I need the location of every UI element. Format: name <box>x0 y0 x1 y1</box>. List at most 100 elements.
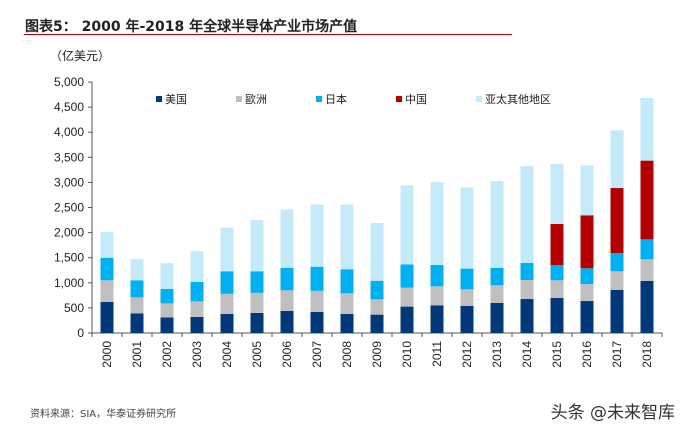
bar-segment-2010 <box>400 306 414 333</box>
y-tick-label: 500 <box>64 301 84 315</box>
bar-segment-2005 <box>250 220 264 272</box>
bar-segment-2012 <box>460 305 474 333</box>
bar-segment-2016 <box>580 284 594 302</box>
bar-segment-2016 <box>580 165 594 216</box>
bar-segment-2008 <box>340 313 354 333</box>
bar-segment-2015 <box>550 298 564 333</box>
legend-label: 中国 <box>405 93 427 106</box>
x-tick-label: 2008 <box>340 341 354 368</box>
bar-segment-2016 <box>580 215 594 269</box>
bar-segment-2009 <box>370 280 384 300</box>
bar-segment-2000 <box>100 232 114 258</box>
bar-segment-2012 <box>460 187 474 269</box>
y-tick-label: 4,000 <box>54 125 84 139</box>
bar-segment-2018 <box>640 160 654 240</box>
x-tick-label: 2003 <box>190 341 204 368</box>
bar-segment-2008 <box>340 269 354 294</box>
bar-segment-2018 <box>640 259 654 281</box>
bar-segment-2014 <box>520 279 534 300</box>
y-tick-label: 1,000 <box>54 276 84 290</box>
bar-segment-2009 <box>370 299 384 315</box>
bar-segment-2005 <box>250 312 264 333</box>
y-tick-label: 5,000 <box>54 75 84 89</box>
bar-segment-2007 <box>310 290 324 312</box>
bar-segment-2002 <box>160 263 174 289</box>
bar-segment-2017 <box>610 130 624 189</box>
bar-segment-2009 <box>370 314 384 333</box>
bar-segment-2002 <box>160 317 174 333</box>
legend-label: 美国 <box>165 93 187 106</box>
bar-segment-2010 <box>400 185 414 265</box>
legend-label: 歐洲 <box>245 92 267 106</box>
bar-segment-2017 <box>610 252 624 272</box>
bar-segment-2015 <box>550 164 564 225</box>
y-axis-label: （亿美元） <box>50 48 110 63</box>
bar-segment-2018 <box>640 98 654 161</box>
x-tick-label: 2000 <box>100 341 114 368</box>
bar-segment-2014 <box>520 165 534 264</box>
legend-swatch <box>236 96 242 102</box>
legend-label: 日本 <box>325 92 347 106</box>
y-tick-label: 1,500 <box>54 251 84 265</box>
bar-segment-2001 <box>130 313 144 333</box>
y-tick-label: 0 <box>77 326 84 340</box>
legend-swatch <box>156 96 162 102</box>
bar-segment-2008 <box>340 293 354 314</box>
bar-segment-2011 <box>430 181 444 265</box>
bar-segment-2005 <box>250 292 264 313</box>
bar-segment-2000 <box>100 301 114 333</box>
x-tick-label: 2002 <box>160 341 174 368</box>
bar-segment-2018 <box>640 239 654 260</box>
bar-segment-2001 <box>130 297 144 314</box>
bar-segment-2006 <box>280 267 294 291</box>
x-tick-label: 2016 <box>580 341 594 368</box>
bar-segment-2007 <box>310 204 324 267</box>
bar-segment-2000 <box>100 280 114 302</box>
bar-segment-2013 <box>490 285 504 303</box>
bar-segment-2001 <box>130 259 144 281</box>
legend-swatch <box>476 96 482 102</box>
bar-segment-2011 <box>430 264 444 287</box>
bar-segment-2015 <box>550 265 564 281</box>
bar-segment-2014 <box>520 263 534 280</box>
bar-segment-2017 <box>610 188 624 253</box>
x-tick-label: 2009 <box>370 341 384 368</box>
x-tick-label: 2005 <box>250 341 264 368</box>
bar-segment-2014 <box>520 299 534 333</box>
bar-segment-2001 <box>130 280 144 298</box>
bar-segment-2015 <box>550 280 564 299</box>
y-tick-label: 4,500 <box>54 100 84 114</box>
bar-segment-2004 <box>220 293 234 314</box>
legend-swatch <box>396 96 402 102</box>
bar-segment-2005 <box>250 271 264 293</box>
bar-segment-2018 <box>640 280 654 333</box>
bar-segment-2008 <box>340 204 354 270</box>
bar-segment-2004 <box>220 271 234 294</box>
bar-segment-2000 <box>100 257 114 281</box>
bar-segment-2016 <box>580 301 594 333</box>
bar-segment-2013 <box>490 302 504 333</box>
bar-segment-2003 <box>190 316 204 333</box>
watermark: 头条 @未来智库 <box>550 403 675 423</box>
legend-swatch <box>316 96 322 102</box>
bar-segment-2013 <box>490 180 504 268</box>
bar-segment-2003 <box>190 301 204 317</box>
y-tick-label: 2,000 <box>54 226 84 240</box>
bar-segment-2011 <box>430 286 444 306</box>
bar-segment-2003 <box>190 281 204 302</box>
x-tick-label: 2001 <box>130 341 144 368</box>
x-tick-label: 2004 <box>220 341 234 368</box>
bar-segment-2013 <box>490 267 504 286</box>
bar-segment-2003 <box>190 251 204 282</box>
x-tick-label: 2011 <box>430 341 444 367</box>
bar-segment-2006 <box>280 290 294 311</box>
bar-segment-2002 <box>160 303 174 318</box>
bar-segment-2002 <box>160 288 174 304</box>
x-tick-label: 2018 <box>640 341 654 368</box>
figure-title: 图表5： 2000 年-2018 年全球半导体产业市场产值 <box>25 19 358 35</box>
bar-segment-2016 <box>580 268 594 285</box>
x-tick-label: 2012 <box>460 341 474 368</box>
x-tick-label: 2007 <box>310 341 324 368</box>
source-note: 资料来源：SIA，华泰证券研究所 <box>30 409 177 420</box>
y-tick-label: 3,500 <box>54 150 84 164</box>
